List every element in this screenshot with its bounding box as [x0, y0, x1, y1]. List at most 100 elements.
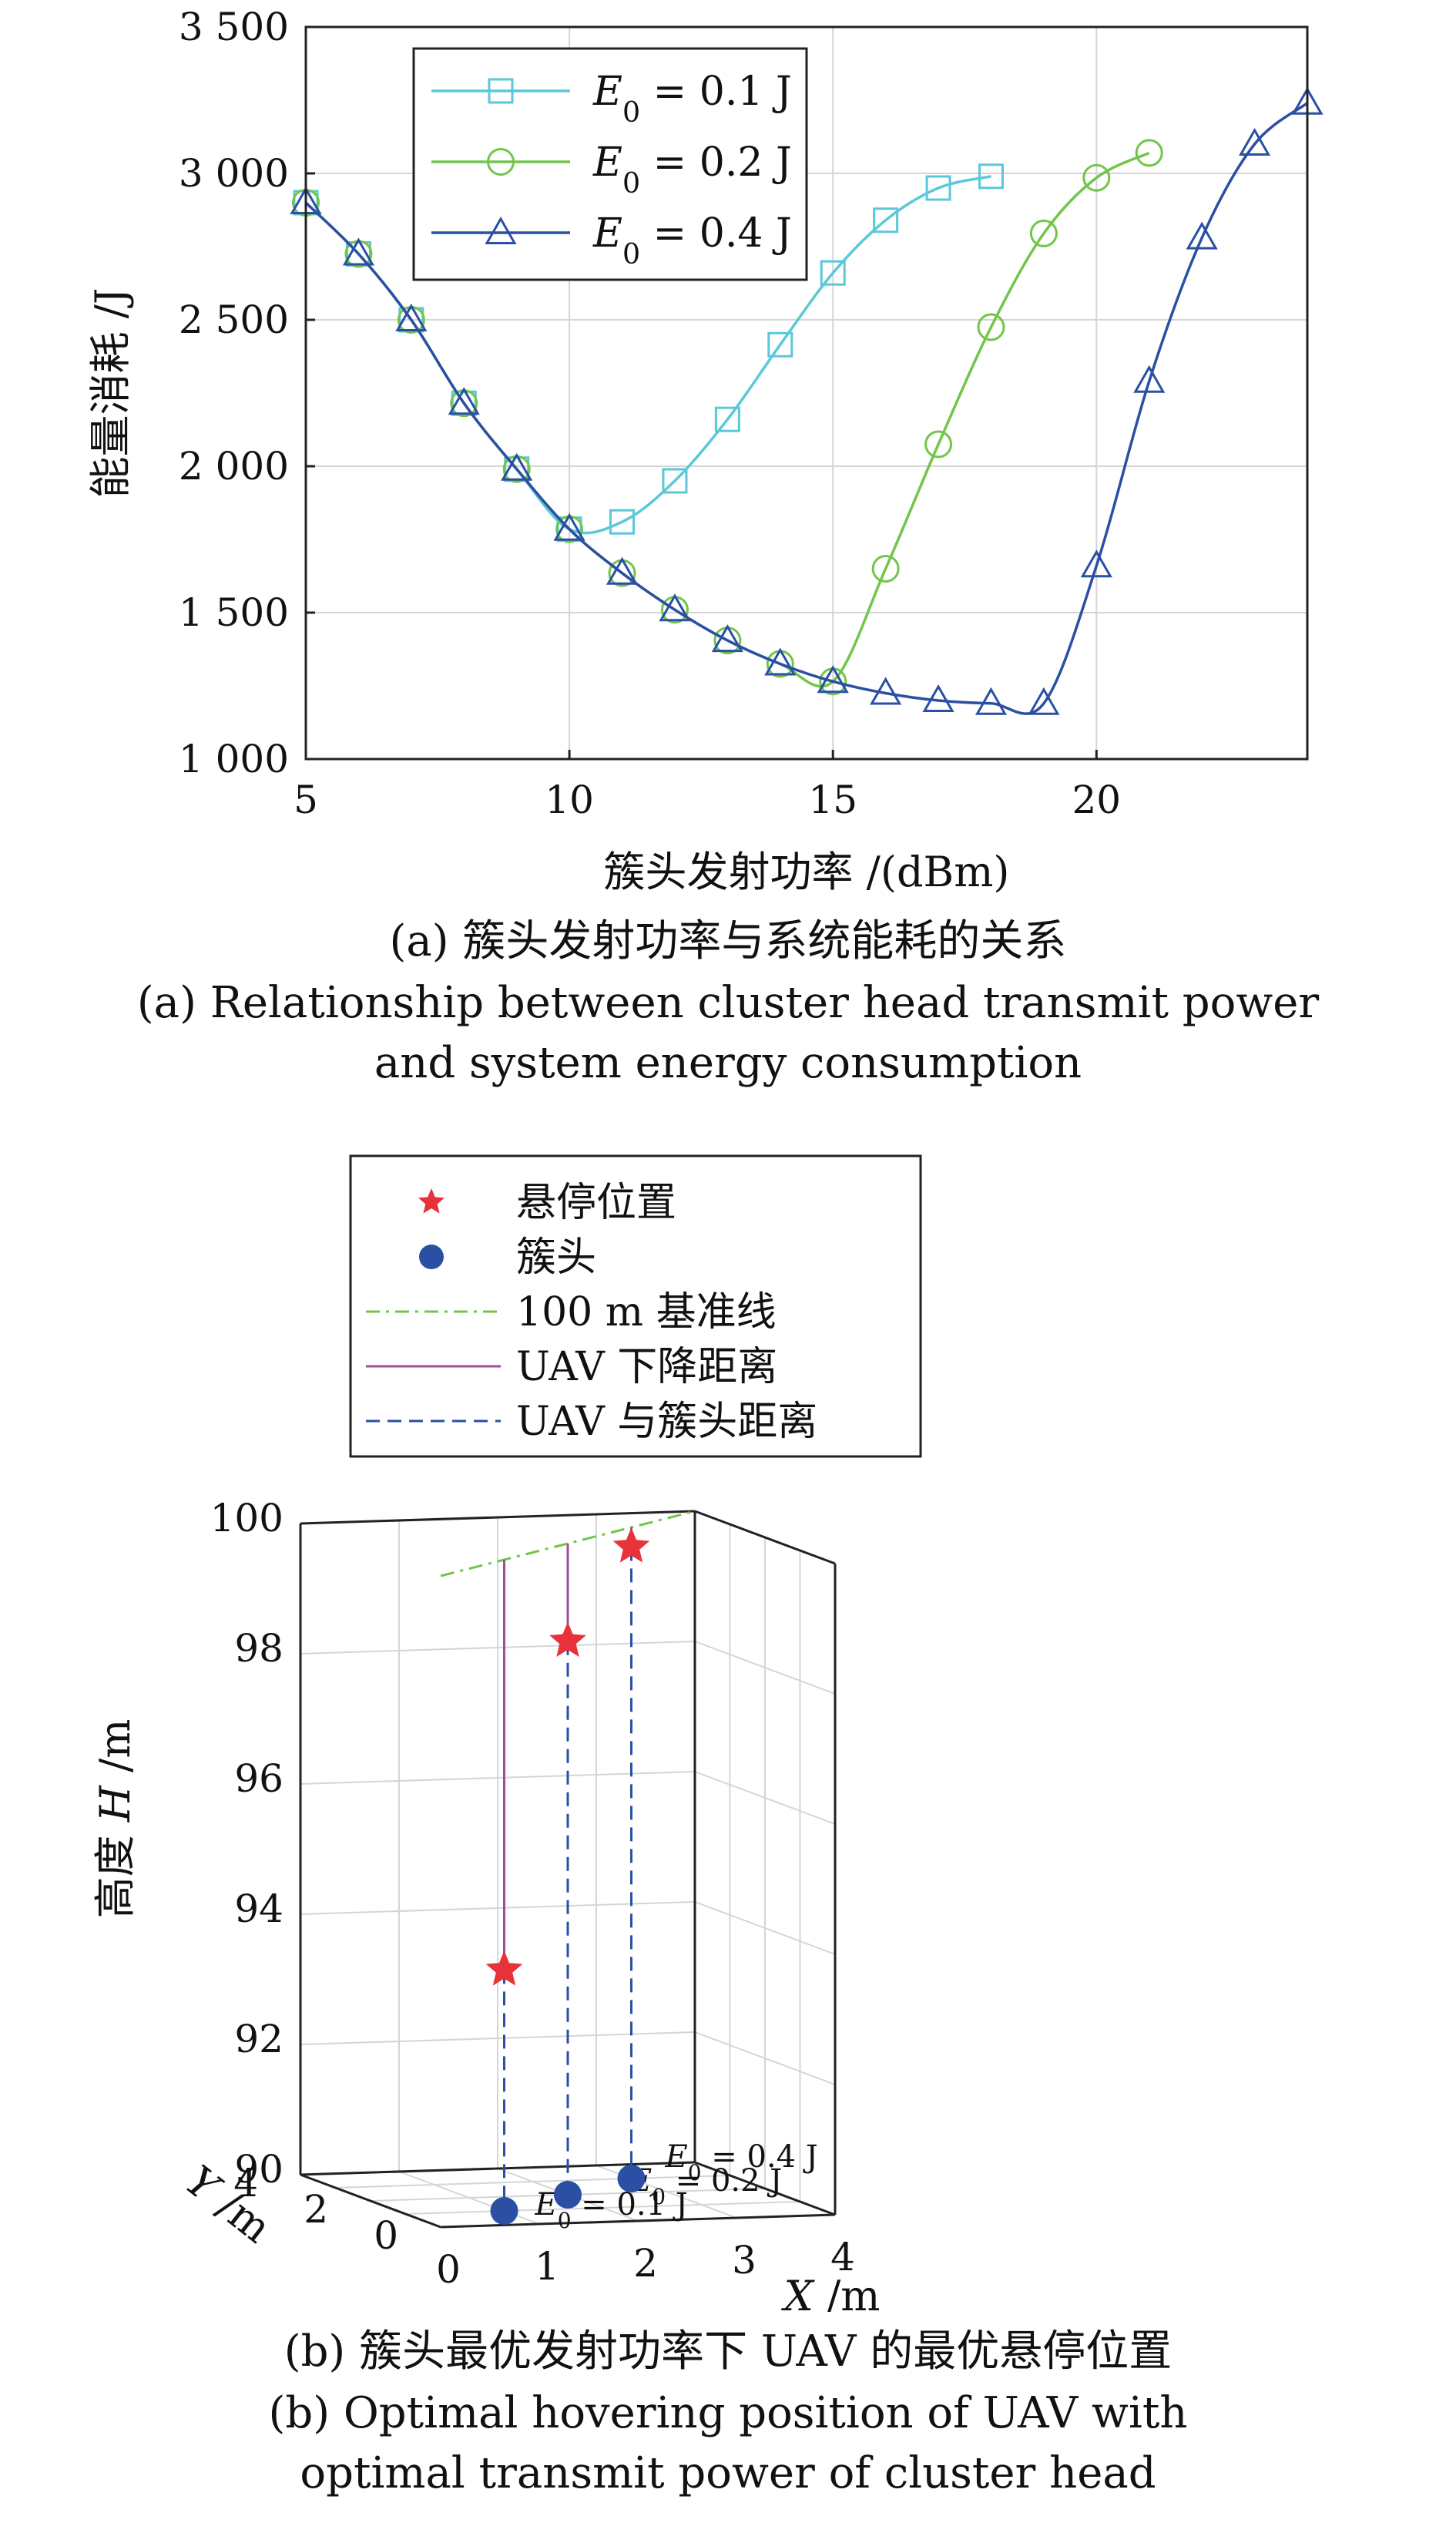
data-point [871, 555, 900, 583]
z-tick-label: 96 [234, 1756, 283, 1801]
data-point [1133, 365, 1166, 393]
x-tick-label: 20 [1072, 778, 1122, 822]
data-point [606, 556, 639, 585]
data-point [1080, 549, 1112, 578]
hover-point-star [485, 1950, 523, 1986]
x-tick-label: 0 [436, 2247, 461, 2292]
legend-label: E0 = 0.1 J [592, 69, 792, 129]
data-point [609, 509, 636, 535]
y-tick-label: 3 000 [179, 151, 289, 196]
data-point [820, 260, 846, 286]
axis-box-edge [440, 2213, 836, 2229]
floor-grid-line [335, 2175, 730, 2189]
data-point [873, 207, 899, 233]
data-point [1029, 219, 1058, 247]
y-tick-label: 4 [233, 2161, 258, 2206]
legend-symbol [418, 1188, 445, 1214]
legend-label: 悬停位置 [516, 1180, 676, 1226]
cluster-head-dot [554, 2181, 582, 2209]
legend-box [412, 47, 808, 281]
cluster-head-dot [490, 2197, 518, 2225]
x-tick-label: 10 [545, 778, 594, 822]
x-tick-label: 15 [808, 778, 857, 822]
x-tick-label: 1 [535, 2244, 559, 2289]
axis-box-edge [300, 2161, 696, 2176]
legend-label: E0 = 0.4 J [592, 210, 792, 270]
y-tick-label: 1 000 [179, 737, 289, 781]
caption-a-en-line1: (a) Relationship between cluster head tr… [136, 978, 1320, 1028]
data-point [1238, 127, 1271, 156]
data-point [977, 313, 1005, 341]
legend-label: E0 = 0.2 J [592, 139, 792, 200]
cluster-2: E0 = 0.2 J [549, 1544, 782, 2209]
data-3d: E0 = 0.1 JE0 = 0.2 JE0 = 0.4 J [440, 1510, 818, 2233]
data-point [817, 665, 849, 694]
x-tick-label: 5 [294, 778, 318, 822]
legend-symbol [419, 1245, 444, 1269]
y-tick-label: 2 [304, 2187, 328, 2232]
series-line [304, 102, 1309, 715]
caption-b-en-line2: optimal transmit power of cluster head [300, 2448, 1156, 2498]
legend: E0 = 0.1 J E0 = 0.2 J E0 = 0.4 J [412, 47, 808, 281]
y-tick-label: 3 500 [179, 5, 289, 49]
y-tick-label: 1 500 [179, 590, 289, 635]
data-point [978, 163, 1004, 190]
data-point [662, 468, 688, 494]
energy-vs-power-chart: 5 10 15 20 1 000 1 500 2 000 2 500 3 000 3 500 簇头… [86, 5, 1323, 896]
legend-label: UAV 下降距离 [516, 1344, 777, 1390]
caption-a-zh: (a) 簇头发射功率与系统能耗的关系 [389, 916, 1067, 966]
data-point [395, 303, 428, 331]
data-point [1082, 163, 1111, 192]
legend-marker [487, 148, 515, 176]
data-point [925, 175, 951, 201]
y-axis-label: 能量消耗 /J [86, 287, 135, 498]
z-tick-label: 100 [210, 1496, 283, 1540]
data-point [714, 406, 740, 432]
caption-a-en-line2: and system energy consumption [374, 1038, 1082, 1088]
legend-label: 100 m 基准线 [516, 1289, 777, 1335]
data-point [553, 512, 585, 541]
axis-box-edge [694, 1510, 836, 1565]
data-point [924, 430, 953, 459]
z-tick-label: 94 [234, 1886, 283, 1931]
z-tick-label: 92 [234, 2017, 283, 2061]
axis-box-edge [300, 2173, 441, 2229]
series-group [290, 86, 1323, 715]
point-label: E0 = 0.4 J [665, 2139, 818, 2185]
y-tick-label: 2 000 [179, 444, 289, 489]
z-axis-label: 高度 H /m [91, 1719, 139, 1919]
x-tick-label: 4 [830, 2235, 855, 2279]
data-point [342, 237, 375, 266]
x-tick-label: 3 [732, 2238, 757, 2283]
legend-marker [488, 78, 514, 104]
axes-3d [299, 1510, 837, 2229]
cluster-3: E0 = 0.4 J [612, 1527, 818, 2192]
caption-b-en-line1: (b) Optimal hovering position of UAV wit… [268, 2388, 1188, 2438]
data-point [501, 452, 533, 481]
data-point [1028, 687, 1060, 715]
tick-labels: 5 10 15 20 1 000 1 500 2 000 2 500 3 000 3 500 [179, 5, 1121, 822]
data-point [922, 684, 954, 712]
z-tick-label: 98 [234, 1626, 283, 1671]
data-point [448, 387, 480, 415]
reference-line-100m [440, 1510, 696, 1577]
hover-point-star [549, 1621, 586, 1657]
hover-point-star [612, 1527, 650, 1563]
x-axis-label: 簇头发射功率 /(dBm) [604, 848, 1010, 896]
data-point [659, 593, 691, 622]
x-tick-label: 2 [633, 2241, 658, 2286]
cluster-head-dot [617, 2165, 646, 2192]
data-point [1186, 221, 1218, 250]
legend-label: 簇头 [516, 1235, 596, 1281]
point-label: E0 = 0.1 J [535, 2187, 688, 2233]
y-tick-label: 2 500 [179, 297, 289, 342]
data-point [870, 677, 902, 705]
plot-frame [304, 25, 1309, 761]
z-tick-label: 90 [234, 2147, 283, 2192]
data-point [975, 687, 1008, 715]
legend-marker [485, 216, 517, 244]
cluster-1: E0 = 0.1 J [485, 1560, 688, 2233]
data-point [711, 624, 743, 653]
